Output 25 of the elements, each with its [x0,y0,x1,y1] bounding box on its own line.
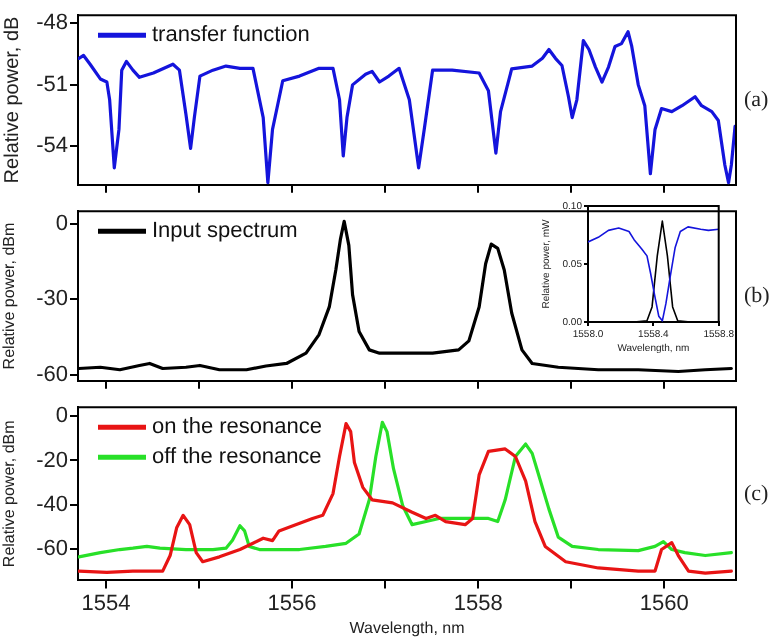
y-tick-label: -20 [36,448,68,473]
text: (b) [744,283,771,308]
y-tick-label: 0 [55,404,68,429]
text: (c) [744,481,770,506]
legend-label: transfer function [152,23,310,48]
y-tick-label: -30 [36,287,68,312]
y-axis-title: Relative power, dBm [0,419,19,568]
y-tick-label: -51 [36,72,68,97]
y-axis-title: Relative power, dB [1,15,24,184]
y-tick-label: -54 [36,134,68,159]
legend-label: on the resonance [152,415,323,440]
text: (a) [744,87,770,112]
y-axis-title: Relative power, dBm [0,221,19,370]
y-tick-label: 0 [55,211,68,236]
y-tick-label: -60 [36,537,68,562]
y-tick-label: -60 [36,362,68,387]
x-tick-label: 1556 [267,591,317,616]
x-axis-title: Wavelength, nm [349,618,466,637]
y-tick-label: -40 [36,492,68,517]
x-tick-label: 1560 [639,591,689,616]
y-tick-label: -48 [36,11,68,36]
x-tick-label: 1558 [453,591,503,616]
x-tick-label: 1554 [81,591,131,616]
legend-label: Input spectrum [152,219,298,244]
legend-label: off the resonance [152,445,322,470]
